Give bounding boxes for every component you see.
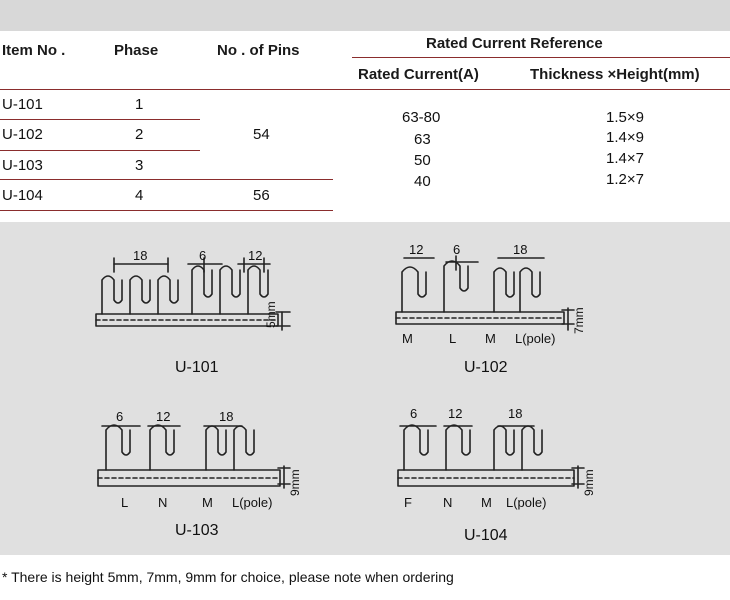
size-3: 1.4×7: [606, 150, 644, 167]
u101-title: U-101: [175, 359, 219, 376]
spec-table: Item No . Phase No . of Pins Rated Curre…: [0, 31, 730, 213]
u102-label-4: L(pole): [515, 331, 556, 346]
u103-label-4: L(pole): [232, 495, 273, 510]
u101-height: 5mm: [264, 301, 278, 328]
row-4-phase: 4: [135, 187, 144, 204]
busbar-drawing-u102: [395, 255, 575, 331]
u102-label-3: M: [485, 331, 496, 346]
u102-label-1: M: [402, 331, 413, 346]
u103-label-2: N: [158, 495, 168, 510]
u104-label-4: L(pole): [506, 495, 547, 510]
u102-dim-3: 18: [513, 242, 528, 257]
row-3-phase: 3: [135, 157, 144, 174]
pins-group-a: 54: [253, 126, 270, 143]
u103-label-1: L: [121, 495, 129, 510]
busbar-drawings: [95, 255, 585, 489]
row-1-rule: [0, 119, 200, 120]
u102-dim-2: 6: [453, 242, 461, 257]
row-2-phase: 2: [135, 126, 144, 143]
header-rule: [0, 89, 730, 90]
u102-title: U-102: [464, 359, 508, 376]
u103-title: U-103: [175, 522, 219, 539]
u103-dim-3: 18: [219, 409, 234, 424]
u104-label-3: M: [481, 495, 492, 510]
current-2: 63: [414, 131, 431, 148]
u101-dim-2: 6: [199, 248, 207, 263]
u104-dim-3: 18: [508, 406, 523, 421]
u102-label-2: L: [449, 331, 457, 346]
busbar-drawing-u104: [397, 424, 585, 489]
u104-height: 9mm: [582, 469, 596, 496]
row-2-rule: [0, 150, 200, 151]
size-2: 1.4×9: [606, 129, 644, 146]
row-3-rule: [0, 179, 333, 180]
current-4: 40: [414, 173, 431, 190]
u104-dim-1: 6: [410, 406, 418, 421]
u102-height: 7mm: [572, 307, 586, 334]
u101-dim-1: 18: [133, 248, 148, 263]
u103-dim-2: 12: [156, 409, 171, 424]
u103-height: 9mm: [288, 469, 302, 496]
top-band: [0, 0, 730, 31]
row-4-item: U-104: [2, 187, 43, 204]
busbar-drawing-u101: [95, 257, 291, 331]
footnote: * There is height 5mm, 7mm, 9mm for choi…: [2, 569, 454, 585]
current-1: 63-80: [402, 109, 441, 126]
rated-reference-rule: [352, 57, 730, 58]
u104-title: U-104: [464, 527, 508, 544]
row-4-rule: [0, 210, 333, 211]
header-phase: Phase: [114, 42, 159, 59]
size-4: 1.2×7: [606, 171, 644, 188]
u102-dim-1: 12: [409, 242, 424, 257]
header-pins: No . of Pins: [217, 42, 300, 59]
header-rated-reference: Rated Current Reference: [426, 35, 603, 52]
header-thickness-height: Thickness ×Height(mm): [530, 66, 700, 83]
u104-label-1: F: [404, 495, 412, 510]
header-rated-current: Rated Current(A): [358, 66, 479, 83]
row-1-phase: 1: [135, 96, 144, 113]
size-1: 1.5×9: [606, 109, 644, 126]
diagram-panel: 18 6 12 5mm U-101 12 6 18 M L M L(pole) …: [0, 222, 730, 555]
header-item-no: Item No .: [2, 42, 66, 59]
u103-label-3: M: [202, 495, 213, 510]
u104-dim-2: 12: [448, 406, 463, 421]
row-3-item: U-103: [2, 157, 43, 174]
u103-dim-1: 6: [116, 409, 124, 424]
current-3: 50: [414, 152, 431, 169]
row-1-item: U-101: [2, 96, 43, 113]
pins-group-b: 56: [253, 187, 270, 204]
row-2-item: U-102: [2, 126, 43, 143]
u104-label-2: N: [443, 495, 453, 510]
u101-dim-3: 12: [248, 248, 263, 263]
busbar-drawing-u103: [97, 424, 291, 489]
